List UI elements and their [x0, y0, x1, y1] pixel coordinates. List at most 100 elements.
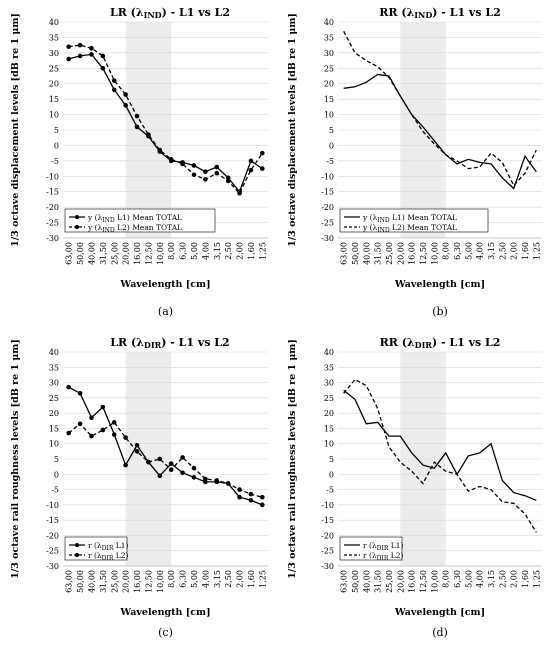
x-axis-label: Wavelength [cm]: [119, 279, 210, 290]
chart-panel-2: 40 35 30 25 20 15 10 5 0 -5 -10 -15 -20 -25 -30 63,00 50…: [287, 6, 542, 318]
y-tick-label: -25: [46, 219, 59, 228]
y-tick-label: 20: [324, 80, 334, 89]
y-tick-label: 10: [324, 440, 334, 449]
legend-box: [64, 208, 216, 233]
x-tick-label: 40,00: [87, 570, 96, 593]
data-point: [77, 53, 83, 59]
x-tick-label: 16,00: [133, 242, 142, 265]
data-point: [203, 476, 208, 482]
y-tick-label: 35: [49, 33, 59, 42]
y-axis-label: 1/3 octave rail roughness levels [dB re …: [287, 339, 298, 579]
y-tick-label: -30: [46, 234, 59, 243]
data-point: [111, 432, 117, 437]
data-point: [260, 502, 265, 508]
series-line-l1: [343, 389, 537, 501]
data-point: [237, 494, 242, 500]
data-point: [123, 435, 128, 440]
y-tick-label: -5: [326, 157, 334, 166]
x-tick-label: 2,00: [236, 242, 245, 260]
data-point: [77, 421, 83, 427]
x-tick-label: 16,00: [408, 242, 417, 265]
data-point: [248, 497, 254, 503]
data-point: [77, 390, 83, 396]
x-tick-label: 1,25: [532, 242, 541, 260]
x-tick-label: 1,60: [247, 570, 256, 588]
x-tick-label: 63,00: [340, 242, 349, 265]
data-point: [191, 163, 197, 168]
x-tick-label: 25,00: [110, 570, 119, 593]
x-tick-label: 50,00: [76, 570, 85, 593]
y-tick-label: 25: [324, 394, 334, 403]
x-tick-label: 1,60: [521, 242, 530, 260]
y-tick-label: 30: [49, 49, 59, 58]
data-point: [134, 124, 140, 130]
x-tick-label: 4,00: [201, 242, 210, 260]
data-point: [134, 449, 140, 454]
data-point: [191, 475, 197, 480]
data-point: [180, 161, 185, 167]
y-tick-label: 30: [324, 379, 334, 388]
data-point: [66, 44, 71, 49]
data-point: [134, 113, 140, 119]
data-point: [180, 470, 185, 476]
legend-label: r (λDIR L1): [363, 541, 403, 552]
y-tick-label: -25: [321, 219, 334, 228]
data-point: [123, 92, 128, 97]
x-tick-label: 2,50: [498, 242, 507, 260]
x-tick-label: 25,00: [385, 242, 394, 265]
x-tick-label: 6,30: [179, 242, 188, 260]
y-tick-label: 30: [49, 379, 59, 388]
y-tick-label: 5: [329, 455, 334, 464]
chart-title: RR (λIND) - L1 vs L2: [379, 6, 500, 20]
x-tick-label: 10,00: [156, 242, 165, 265]
data-point: [214, 478, 220, 483]
y-tick-label: -10: [46, 501, 59, 510]
data-point: [123, 462, 128, 468]
x-axis-label: Wavelength [cm]: [394, 607, 485, 618]
x-tick-label: 12,50: [144, 570, 153, 593]
x-tick-label: 25,00: [385, 570, 394, 593]
y-tick-label: -30: [321, 562, 334, 571]
y-tick-label: 15: [49, 95, 59, 104]
y-tick-label: 20: [324, 409, 334, 418]
y-tick-label: -15: [46, 516, 59, 525]
y-axis-label: 1/3 octave rail roughness levels [dB re …: [10, 339, 21, 579]
y-tick-label: 0: [54, 470, 59, 479]
x-tick-label: 31,50: [374, 242, 383, 265]
data-point: [225, 178, 231, 184]
legend: r (λDIR L1)r (λDIR L2): [64, 536, 128, 562]
y-tick-label: 20: [49, 409, 59, 418]
data-point: [100, 427, 106, 433]
y-tick-label: 35: [324, 363, 334, 372]
y-tick-label: -15: [321, 516, 334, 525]
legend-marker: [75, 553, 79, 557]
y-tick-label: 15: [49, 424, 59, 433]
data-point: [77, 42, 83, 48]
x-tick-label: 16,00: [408, 570, 417, 593]
x-tick-label: 50,00: [351, 242, 360, 265]
data-point: [225, 481, 231, 486]
y-tick-label: 25: [324, 64, 334, 73]
x-tick-label: 6,30: [453, 570, 462, 588]
y-tick-label: -20: [46, 531, 59, 540]
y-tick-label: -20: [321, 203, 334, 212]
chart-panel-1: 40 35 30 25 20 15 10 5 0 -5 -10 -15 -20 -25 -30 63,00 50…: [10, 6, 268, 318]
y-tick-label: 10: [49, 440, 59, 449]
x-tick-label: 50,00: [76, 242, 85, 265]
series-line-l1: [68, 386, 263, 506]
data-point: [100, 404, 106, 410]
data-point: [203, 177, 208, 182]
series-line-l2: [343, 30, 537, 187]
x-tick-label: 5,00: [190, 570, 199, 588]
x-tick-label: 4,00: [476, 570, 485, 588]
chart-title: RR (λDIR) - L1 vs L2: [380, 336, 501, 350]
x-tick-label: 10,00: [430, 242, 439, 265]
x-tick-label: 5,00: [464, 570, 473, 588]
x-tick-label: 25,00: [110, 242, 119, 265]
x-tick-label: 4,00: [476, 242, 485, 260]
data-point: [191, 465, 197, 471]
y-tick-label: 15: [324, 95, 334, 104]
data-point: [157, 456, 163, 462]
